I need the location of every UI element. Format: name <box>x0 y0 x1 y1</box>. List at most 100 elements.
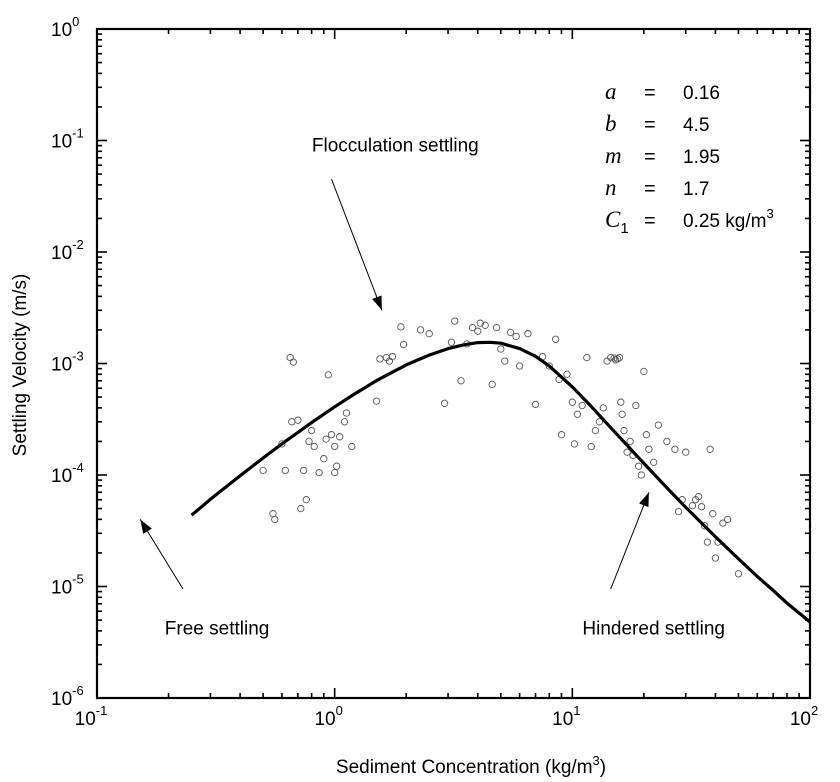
y-tick-label: 10-2 <box>51 237 84 264</box>
data-point <box>719 519 727 527</box>
annotation-arrow-head <box>372 295 382 311</box>
data-point <box>492 323 501 332</box>
scatter-points <box>259 317 743 578</box>
y-tick-label: 10-1 <box>51 126 84 153</box>
x-tick-base: 10 <box>75 709 96 730</box>
param-symbol-main: b <box>605 111 617 136</box>
data-point <box>617 398 625 406</box>
x-tick-base: 10 <box>790 709 811 730</box>
data-point <box>440 399 449 407</box>
data-point <box>637 471 645 479</box>
data-point <box>476 319 484 327</box>
param-value: 0.16 <box>683 83 720 104</box>
data-point <box>620 426 628 435</box>
param-value-main: 4.5 <box>683 115 709 136</box>
y-tick-exp: -2 <box>72 237 84 252</box>
data-point <box>591 426 600 435</box>
data-point <box>331 442 339 451</box>
data-point <box>468 323 477 332</box>
param-symbol-main: n <box>605 175 617 200</box>
data-point <box>587 442 595 451</box>
annotation-arrow-head <box>140 519 152 534</box>
data-point <box>703 538 712 546</box>
param-value-main: 0.25 kg/m <box>683 211 766 232</box>
x-tick-exp: 1 <box>573 703 580 718</box>
x-tick-exp: 2 <box>811 703 818 718</box>
data-point <box>645 445 653 453</box>
y-tick-base: 10 <box>51 578 72 599</box>
data-point <box>557 431 566 439</box>
param-symbol: m <box>605 143 622 168</box>
x-tick-exp: -1 <box>96 703 108 718</box>
data-point <box>342 409 351 417</box>
param-value-main: 1.95 <box>683 147 720 168</box>
data-point <box>288 418 296 426</box>
y-tick-base: 10 <box>51 689 72 710</box>
data-point <box>336 433 344 441</box>
data-point <box>640 367 648 376</box>
data-point <box>372 397 381 405</box>
data-point <box>340 418 349 426</box>
param-value: 4.5 <box>683 115 709 136</box>
data-point <box>425 330 433 338</box>
annotation-labels: Flocculation settling Free settling Hinder… <box>165 135 725 639</box>
param-value-main: 0.16 <box>683 83 720 104</box>
y-tick-exp: -4 <box>72 460 84 475</box>
model-curve-layer <box>190 340 812 624</box>
data-point <box>688 502 697 510</box>
y-tick-label: 100 <box>51 14 79 41</box>
data-point <box>697 503 706 511</box>
data-point <box>447 338 456 346</box>
data-point <box>333 462 341 470</box>
data-point <box>320 455 328 463</box>
parameter-box: a = 0.16 b = 4.5 m = 1.95 n = 1.7 C1 = 0.25 kg/m3 <box>605 79 774 237</box>
x-axis-label-main: Sediment Concentration (kg/m <box>336 757 593 778</box>
data-point <box>634 462 643 470</box>
y-tick-base: 10 <box>51 466 72 487</box>
axis-ticks <box>97 29 810 698</box>
x-tick-label: 100 <box>314 703 342 730</box>
x-axis-label-sup: 3 <box>593 753 600 768</box>
y-tick-base: 10 <box>51 355 72 376</box>
data-point <box>632 401 640 410</box>
data-point <box>399 340 408 349</box>
data-point <box>331 468 339 477</box>
data-point <box>610 354 618 362</box>
data-point <box>294 416 302 424</box>
data-point <box>278 440 286 448</box>
y-tick-label: 10-6 <box>51 683 84 710</box>
param-symbol-main: a <box>605 79 617 104</box>
data-point <box>603 357 611 365</box>
y-tick-exp: 0 <box>72 14 79 29</box>
x-tick-labels: 10-1 100 101 102 <box>75 703 819 730</box>
data-point <box>307 426 316 435</box>
y-tick-base: 10 <box>51 243 72 264</box>
x-tick-exp: 0 <box>336 703 343 718</box>
param-symbol: b <box>605 111 617 136</box>
data-point <box>281 466 289 475</box>
data-point <box>642 431 651 439</box>
data-point <box>545 362 553 370</box>
data-point <box>613 355 622 363</box>
param-value-sup: 3 <box>766 206 773 221</box>
x-tick-base: 10 <box>552 709 573 730</box>
data-point <box>618 410 626 418</box>
data-point <box>497 345 505 353</box>
y-tick-base: 10 <box>51 132 72 153</box>
param-symbol: a <box>605 79 617 104</box>
param-symbol: n <box>605 175 617 200</box>
data-point <box>663 437 671 446</box>
param-value: 1.7 <box>683 179 709 200</box>
data-point <box>451 317 459 325</box>
data-point <box>531 400 540 409</box>
param-equals: = <box>644 178 656 200</box>
data-point <box>488 380 496 389</box>
data-point <box>299 466 308 475</box>
x-axis-label: Sediment Concentration (kg/m3) <box>336 753 606 778</box>
annotation-arrows <box>139 178 650 590</box>
data-point <box>734 570 743 578</box>
param-equals: = <box>644 82 656 104</box>
data-point <box>700 522 709 530</box>
param-symbol-sub: 1 <box>620 220 628 237</box>
